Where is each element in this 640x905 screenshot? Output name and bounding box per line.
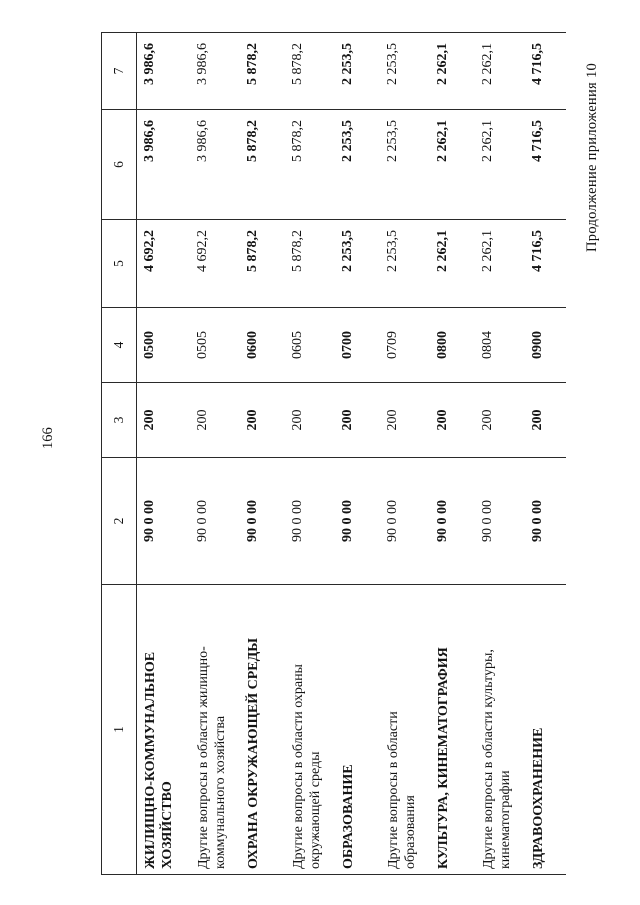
table-row: Другие вопросы в области жилищно- коммун… bbox=[189, 32, 240, 875]
row-col7-cell: 3 986,6 bbox=[136, 32, 190, 110]
row-col5-cell: 2 262,1 bbox=[474, 219, 525, 308]
row-col3-cell: 200 bbox=[189, 382, 240, 458]
row-col6-cell: 4 716,5 bbox=[524, 109, 566, 220]
table-row: ОХРАНА ОКРУЖАЮЩЕЙ СРЕДЫ 90 0 00 200 0600… bbox=[239, 32, 285, 875]
row-col3-cell: 200 bbox=[284, 382, 335, 458]
table-row: Другие вопросы в области образования 90 … bbox=[379, 32, 430, 875]
rotated-table-area: 1 2 3 4 5 6 7 ЖИЛИЩНО-КОММУНАЛЬНОЕ ХОЗЯЙ… bbox=[101, 32, 566, 875]
header-cell-3: 3 bbox=[101, 382, 137, 458]
row-col3-cell: 200 bbox=[524, 382, 566, 458]
table-row: ОБРАЗОВАНИЕ 90 0 00 200 0700 2 253,5 2 2… bbox=[334, 32, 380, 875]
table-header-row: 1 2 3 4 5 6 7 bbox=[101, 32, 137, 875]
row-col6-cell: 3 986,6 bbox=[189, 109, 240, 220]
row-col4-cell: 0500 bbox=[136, 307, 190, 383]
row-col2-cell: 90 0 00 bbox=[284, 457, 335, 585]
row-col4-cell: 0605 bbox=[284, 307, 335, 383]
row-col6-cell: 2 262,1 bbox=[474, 109, 525, 220]
row-col7-cell: 3 986,6 bbox=[189, 32, 240, 110]
row-col7-cell: 2 253,5 bbox=[379, 32, 430, 110]
row-col4-cell: 0900 bbox=[524, 307, 566, 383]
row-col5-cell: 2 253,5 bbox=[379, 219, 430, 308]
row-col2-cell: 90 0 00 bbox=[239, 457, 285, 585]
row-name-cell: Другие вопросы в области охраны окружающ… bbox=[284, 584, 335, 875]
row-col5-cell: 4 692,2 bbox=[189, 219, 240, 308]
row-col5-cell: 5 878,2 bbox=[284, 219, 335, 308]
row-col2-cell: 90 0 00 bbox=[429, 457, 475, 585]
row-col7-cell: 5 878,2 bbox=[239, 32, 285, 110]
page-number: 166 bbox=[40, 427, 56, 449]
row-col6-cell: 3 986,6 bbox=[136, 109, 190, 220]
row-col6-cell: 5 878,2 bbox=[239, 109, 285, 220]
row-name-cell: ОБРАЗОВАНИЕ bbox=[334, 584, 380, 875]
row-col5-cell: 2 262,1 bbox=[429, 219, 475, 308]
row-col5-cell: 4 716,5 bbox=[524, 219, 566, 308]
row-col6-cell: 2 253,5 bbox=[334, 109, 380, 220]
row-col5-cell: 5 878,2 bbox=[239, 219, 285, 308]
continuation-label: Продолжение приложения 10 bbox=[584, 62, 600, 252]
table-row: Другие вопросы в области культуры, кинем… bbox=[474, 32, 525, 875]
header-cell-2: 2 bbox=[101, 457, 137, 585]
row-col4-cell: 0600 bbox=[239, 307, 285, 383]
row-col2-cell: 90 0 00 bbox=[379, 457, 430, 585]
row-name-cell: Другие вопросы в области культуры, кинем… bbox=[474, 584, 525, 875]
table-row: ЖИЛИЩНО-КОММУНАЛЬНОЕ ХОЗЯЙСТВО 90 0 00 2… bbox=[136, 32, 190, 875]
row-col2-cell: 90 0 00 bbox=[334, 457, 380, 585]
row-col2-cell: 90 0 00 bbox=[136, 457, 190, 585]
row-col2-cell: 90 0 00 bbox=[524, 457, 566, 585]
header-cell-1: 1 bbox=[101, 584, 137, 875]
row-col7-cell: 2 253,5 bbox=[334, 32, 380, 110]
row-col6-cell: 2 253,5 bbox=[379, 109, 430, 220]
row-col3-cell: 200 bbox=[429, 382, 475, 458]
landscape-table-wrapper: 1 2 3 4 5 6 7 ЖИЛИЩНО-КОММУНАЛЬНОЕ ХОЗЯЙ… bbox=[101, 32, 566, 875]
row-col4-cell: 0800 bbox=[429, 307, 475, 383]
row-col2-cell: 90 0 00 bbox=[189, 457, 240, 585]
row-col3-cell: 200 bbox=[334, 382, 380, 458]
row-name-cell: Другие вопросы в области жилищно- коммун… bbox=[189, 584, 240, 875]
row-col7-cell: 5 878,2 bbox=[284, 32, 335, 110]
row-col4-cell: 0804 bbox=[474, 307, 525, 383]
budget-table: 1 2 3 4 5 6 7 ЖИЛИЩНО-КОММУНАЛЬНОЕ ХОЗЯЙ… bbox=[101, 32, 566, 875]
row-col5-cell: 2 253,5 bbox=[334, 219, 380, 308]
row-col7-cell: 2 262,1 bbox=[474, 32, 525, 110]
row-col6-cell: 5 878,2 bbox=[284, 109, 335, 220]
table-row: ЗДРАВООХРАНЕНИЕ 90 0 00 200 0900 4 716,5… bbox=[524, 32, 566, 875]
header-cell-5: 5 bbox=[101, 219, 137, 308]
row-col4-cell: 0505 bbox=[189, 307, 240, 383]
row-col3-cell: 200 bbox=[136, 382, 190, 458]
row-col4-cell: 0709 bbox=[379, 307, 430, 383]
row-name-cell: ОХРАНА ОКРУЖАЮЩЕЙ СРЕДЫ bbox=[239, 584, 285, 875]
row-col4-cell: 0700 bbox=[334, 307, 380, 383]
table-row: Другие вопросы в области охраны окружающ… bbox=[284, 32, 335, 875]
row-name-cell: Другие вопросы в области образования bbox=[379, 584, 430, 875]
row-col7-cell: 2 262,1 bbox=[429, 32, 475, 110]
row-col7-cell: 4 716,5 bbox=[524, 32, 566, 110]
table-row: КУЛЬТУРА, КИНЕМАТОГРАФИЯ 90 0 00 200 080… bbox=[429, 32, 475, 875]
header-cell-6: 6 bbox=[101, 109, 137, 220]
row-col3-cell: 200 bbox=[379, 382, 430, 458]
row-col6-cell: 2 262,1 bbox=[429, 109, 475, 220]
row-col3-cell: 200 bbox=[474, 382, 525, 458]
header-cell-4: 4 bbox=[101, 307, 137, 383]
row-name-cell: ЗДРАВООХРАНЕНИЕ bbox=[524, 584, 566, 875]
row-name-cell: ЖИЛИЩНО-КОММУНАЛЬНОЕ ХОЗЯЙСТВО bbox=[136, 584, 190, 875]
row-col2-cell: 90 0 00 bbox=[474, 457, 525, 585]
row-col3-cell: 200 bbox=[239, 382, 285, 458]
row-col5-cell: 4 692,2 bbox=[136, 219, 190, 308]
row-name-cell: КУЛЬТУРА, КИНЕМАТОГРАФИЯ bbox=[429, 584, 475, 875]
header-cell-7: 7 bbox=[101, 32, 137, 110]
